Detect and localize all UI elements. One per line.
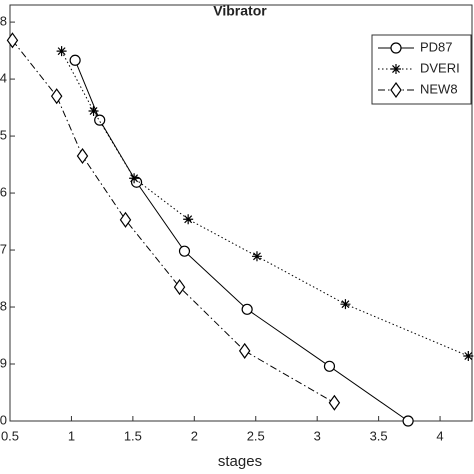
y-tick-label: 7 xyxy=(0,241,7,256)
y-tick-label: 9 xyxy=(0,355,7,370)
y-tick-label: 5 xyxy=(0,128,7,143)
x-tick-label: 0.5 xyxy=(1,428,19,443)
marker xyxy=(323,360,336,372)
marker xyxy=(6,32,19,49)
marker xyxy=(178,245,191,257)
marker xyxy=(241,303,253,315)
x-tick-label: 3 xyxy=(314,428,321,443)
marker xyxy=(390,81,402,99)
marker xyxy=(76,147,89,165)
plot-area xyxy=(9,4,473,422)
legend: PD87 DVERI NEW8 xyxy=(371,34,472,105)
x-tick-label: 2 xyxy=(191,428,198,443)
x-tick-label: 4 xyxy=(436,428,443,443)
y-tick-label: 0 xyxy=(0,412,7,427)
marker xyxy=(88,105,99,116)
marker xyxy=(94,114,106,126)
marker xyxy=(463,351,474,362)
x-tick-label: 2.5 xyxy=(247,428,265,443)
legend-label: PD87 xyxy=(420,39,453,54)
marker xyxy=(391,64,401,74)
y-tick-label: 4 xyxy=(0,71,7,86)
series-line xyxy=(74,60,409,422)
marker xyxy=(56,46,67,57)
marker xyxy=(238,342,251,359)
legend-box xyxy=(371,34,472,105)
marker xyxy=(119,211,132,228)
legend-label: NEW8 xyxy=(420,81,458,96)
marker xyxy=(183,214,194,225)
x-tick-label: 3.5 xyxy=(370,428,388,443)
marker xyxy=(50,88,63,105)
y-tick-label: 6 xyxy=(0,184,7,199)
marker xyxy=(251,251,262,262)
y-tick-label: 8 xyxy=(0,14,7,29)
x-tick-label: 1.5 xyxy=(124,428,142,443)
marker xyxy=(69,54,81,66)
marker xyxy=(129,173,140,184)
marker xyxy=(340,299,351,310)
y-tick-label: 8 xyxy=(0,298,7,313)
x-axis-label: stages xyxy=(218,453,262,470)
legend-label: DVERI xyxy=(420,60,460,75)
marker xyxy=(173,279,186,296)
chart-title: Vibrator xyxy=(213,3,267,19)
marker xyxy=(328,394,341,411)
marker xyxy=(390,42,402,54)
x-tick-label: 1 xyxy=(68,428,75,443)
marker xyxy=(402,415,414,427)
